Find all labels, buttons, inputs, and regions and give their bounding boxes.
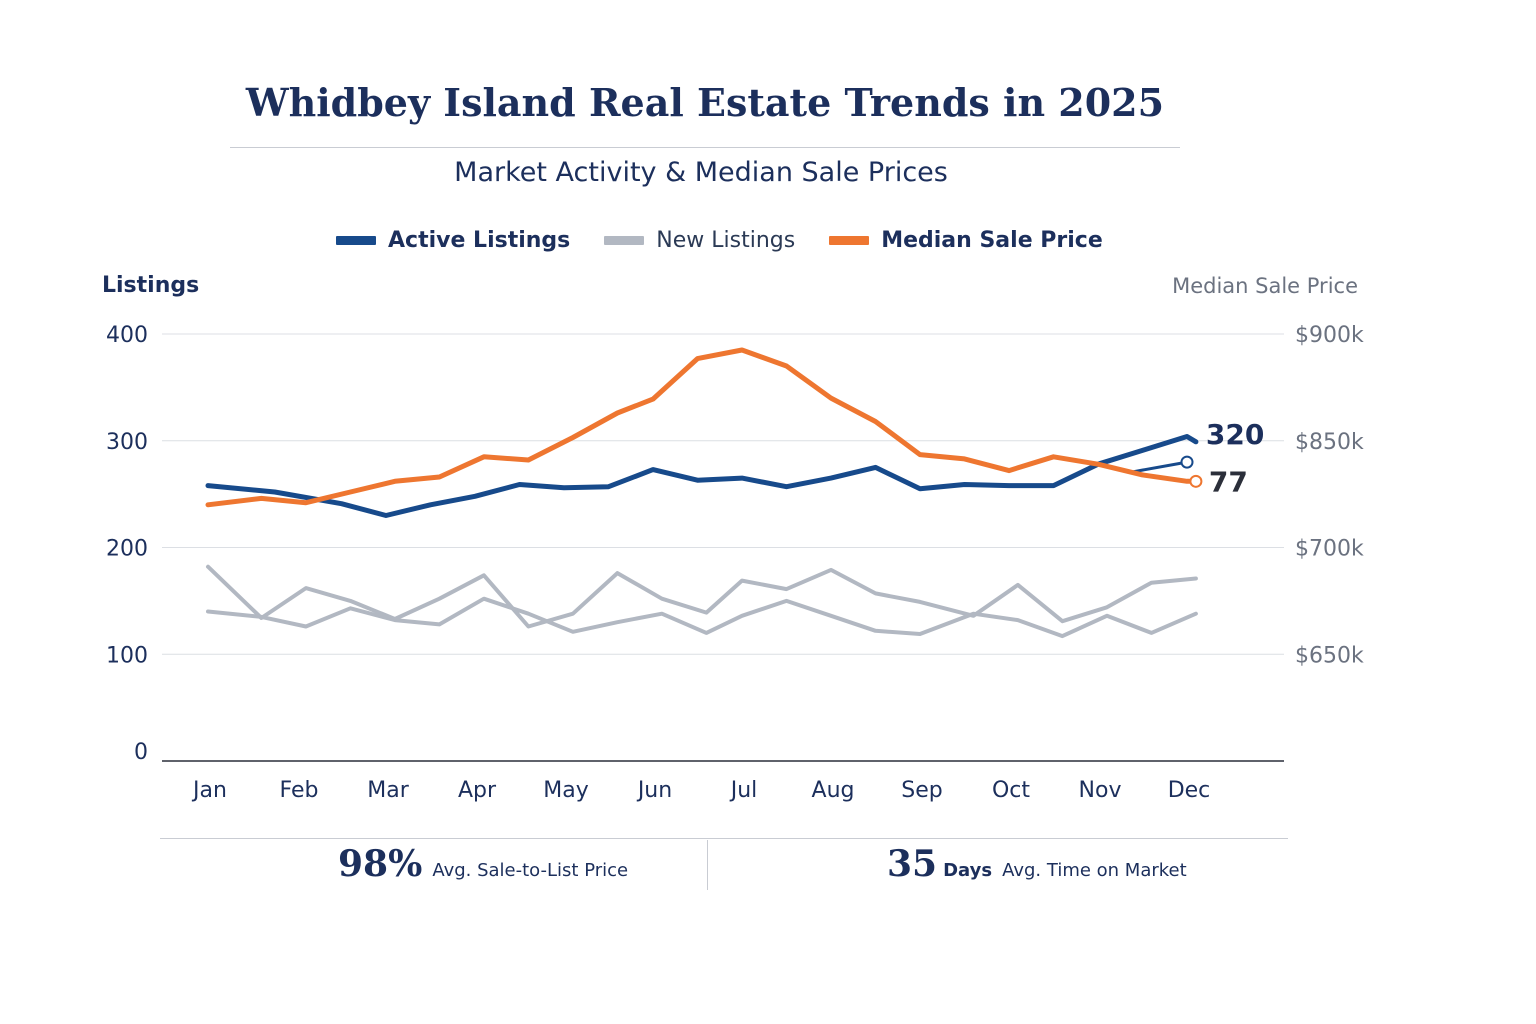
legend-swatch-median-sale-price: [829, 236, 870, 245]
y-tick-left-300: 300: [106, 430, 148, 455]
series-line-active-listings: [205, 434, 1199, 518]
y-tick-left-100: 100: [106, 643, 148, 668]
x-tick-aug: Aug: [812, 778, 855, 803]
stat-sale-to-list-value: 98%: [338, 843, 423, 885]
y-axis-title-right: Median Sale Price: [1172, 274, 1358, 298]
y-tick-left-200: 200: [106, 537, 148, 562]
legend-swatch-active-listings: [336, 236, 376, 245]
legend-item-median-sale-price[interactable]: Median Sale Price: [829, 228, 1103, 253]
end-marker-median-sale-price: [1189, 474, 1203, 488]
y-tick-right-700k: $700k: [1295, 537, 1364, 562]
x-tick-dec: Dec: [1168, 778, 1211, 803]
chart-legend: Active Listings New Listings Median Sale…: [336, 228, 1137, 253]
x-tick-oct: Oct: [992, 778, 1030, 803]
y-tick-left-0: 0: [134, 740, 148, 765]
x-tick-jul: Jul: [729, 778, 758, 803]
x-tick-jun: Jun: [636, 778, 672, 803]
chart-title: Whidbey Island Real Estate Trends in 202…: [245, 80, 1165, 125]
stats-divider-line: [160, 838, 1288, 839]
stat-sale-to-list: 98% Avg. Sale-to-List Price: [338, 843, 628, 885]
y-tick-left-400: 400: [106, 323, 148, 348]
x-tick-sep: Sep: [901, 778, 942, 803]
y-tick-right-850k: $850k: [1295, 430, 1364, 455]
stat-sale-to-list-label: Avg. Sale-to-List Price: [432, 860, 629, 881]
stat-time-on-market: 35 Days Avg. Time on Market: [887, 843, 1187, 885]
stat-time-on-market-unit: Days: [943, 860, 993, 881]
end-label-median-sale-price: 77: [1209, 465, 1248, 498]
stat-time-on-market-label: Avg. Time on Market: [1002, 860, 1187, 881]
stat-time-on-market-value: 35: [887, 843, 938, 885]
x-tick-feb: Feb: [280, 778, 319, 803]
y-tick-right-650k: $650k: [1295, 643, 1364, 668]
series-line-median-sale-price: [205, 347, 1199, 508]
x-tick-mar: Mar: [367, 778, 409, 803]
series-line-new-listings: [206, 564, 1198, 629]
end-label-active-listings: 320: [1206, 418, 1264, 451]
series-line-new-listings-2: [206, 596, 1198, 639]
legend-label-new-listings: New Listings: [656, 228, 796, 253]
chart-subtitle: Market Activity & Median Sale Prices: [454, 157, 948, 188]
x-tick-may: May: [543, 778, 588, 803]
y-tick-right-900k: $900k: [1295, 323, 1364, 348]
y-axis-title-left: Listings: [102, 273, 200, 298]
title-divider: [230, 147, 1180, 148]
x-tick-apr: Apr: [458, 778, 497, 803]
legend-swatch-new-listings: [604, 236, 645, 245]
legend-label-active-listings: Active Listings: [388, 228, 571, 253]
end-marker-active-listings-overlay: [1180, 455, 1194, 469]
x-tick-jan: Jan: [191, 778, 227, 803]
legend-item-new-listings[interactable]: New Listings: [604, 228, 795, 253]
x-tick-nov: Nov: [1079, 778, 1122, 803]
stats-vertical-divider: [707, 840, 708, 890]
legend-item-active-listings[interactable]: Active Listings: [336, 228, 570, 253]
legend-label-median-sale-price: Median Sale Price: [881, 228, 1103, 253]
series-line-active-listings-overlay: [1132, 460, 1189, 474]
